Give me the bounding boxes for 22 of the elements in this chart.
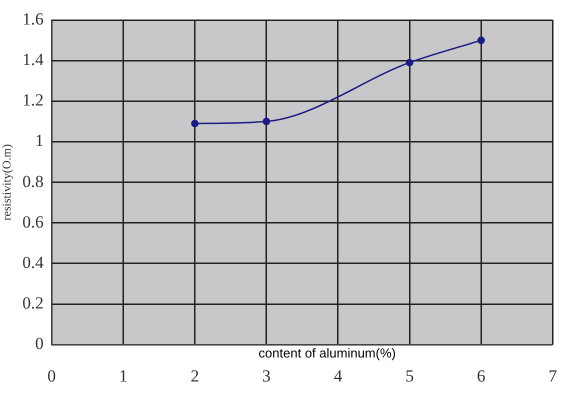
y-tick-label: 0.2 — [22, 293, 44, 312]
x-tick-label: 3 — [262, 366, 271, 386]
point — [477, 36, 485, 44]
x-tick-label: 6 — [476, 366, 486, 386]
y-tick-label: 0 — [35, 334, 44, 354]
x-tick-label: 2 — [190, 366, 200, 386]
y-tick-label: 1.4 — [22, 50, 44, 70]
y-tick-label: 1.2 — [22, 90, 44, 110]
point — [191, 120, 199, 128]
y-tick-label: 0.4 — [22, 252, 44, 272]
y-tick-label: 1 — [35, 131, 44, 150]
point — [406, 58, 414, 66]
x-tick-label: 7 — [548, 366, 558, 386]
x-axis-title: content of aluminum(%) — [258, 346, 396, 361]
x-tick-label: 4 — [334, 366, 343, 386]
x-tick-label: 1 — [118, 366, 128, 386]
y-axis-title: resistivity(O.m) — [0, 144, 14, 220]
y-tick-label: 1.6 — [22, 9, 44, 28]
x-tick-label: 5 — [405, 366, 414, 386]
point — [262, 118, 270, 126]
y-tick-label: 0.6 — [22, 212, 44, 232]
y-tick-label: 0.8 — [22, 172, 44, 191]
